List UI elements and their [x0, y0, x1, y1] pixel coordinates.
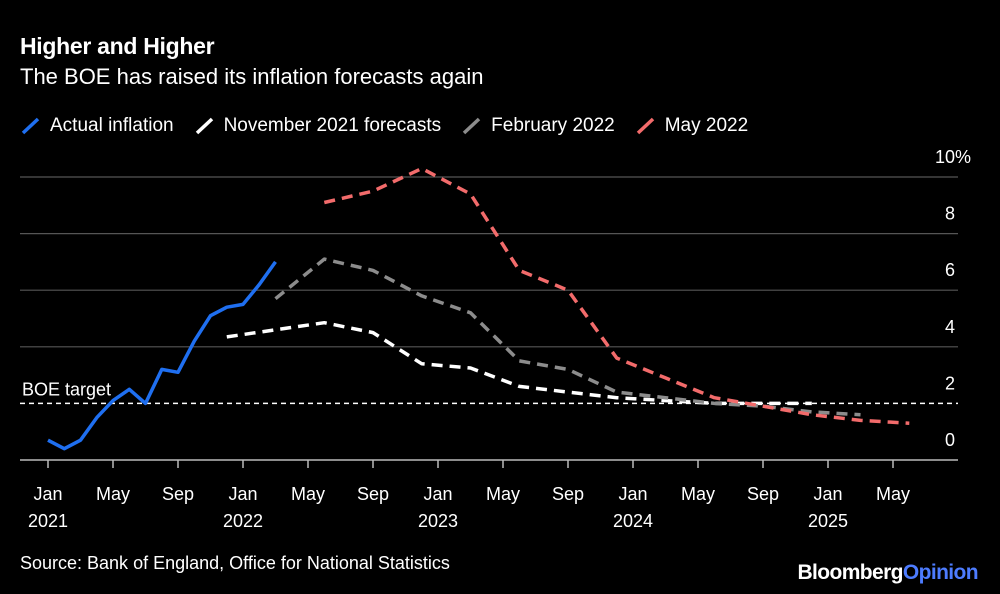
logo-suffix: Opinion: [902, 561, 979, 584]
x-tick-year: 2024: [613, 511, 653, 531]
y-tick-label: 8: [945, 204, 955, 224]
x-tick-year: 2025: [808, 511, 848, 531]
x-tick-label: Jan: [813, 484, 842, 504]
y-tick-label: 4: [945, 317, 955, 337]
x-tick-label: May: [681, 484, 715, 504]
legend-label: Actual inflation: [50, 115, 174, 136]
x-tick-label: Jan: [618, 484, 647, 504]
x-tick-label: May: [96, 484, 130, 504]
legend-swatch-nov2021: [195, 117, 213, 135]
y-tick-label: 2: [945, 373, 955, 393]
x-tick-year: 2022: [223, 511, 263, 531]
x-tick-label: Jan: [228, 484, 257, 504]
legend-item-feb2022: February 2022: [461, 115, 615, 137]
x-tick-label: Jan: [33, 484, 62, 504]
chart-title: Higher and Higher: [20, 33, 215, 59]
x-tick-label: Sep: [747, 484, 779, 504]
x-tick-label: Sep: [357, 484, 389, 504]
x-tick-label: Jan: [423, 484, 452, 504]
legend-swatch-feb2022: [462, 117, 481, 135]
x-tick-label: May: [876, 484, 910, 504]
series-line-may-2022: [323, 166, 910, 425]
legend-label: February 2022: [491, 115, 615, 136]
logo-brand: Bloomberg: [797, 561, 903, 584]
x-tick-label: Sep: [162, 484, 194, 504]
legend-item-nov2021: November 2021 forecasts: [194, 115, 442, 137]
chart-subtitle: The BOE has raised its inflation forecas…: [20, 64, 484, 89]
series-line-february-2022: [274, 257, 861, 417]
bloomberg-opinion-logo: BloombergOpinion: [797, 561, 978, 585]
legend-item-actual: Actual inflation: [20, 115, 174, 137]
series-line-november-2021-forecasts: [226, 320, 812, 406]
legend-label: November 2021 forecasts: [223, 115, 442, 136]
x-tick-year: 2023: [418, 511, 458, 531]
x-tick-label: May: [486, 484, 520, 504]
y-tick-label: 6: [945, 260, 955, 280]
x-tick-year: 2021: [28, 511, 68, 531]
x-tick-label: May: [291, 484, 325, 504]
legend-swatch-may2022: [636, 117, 654, 135]
legend: Actual inflation November 2021 forecasts…: [20, 115, 748, 137]
source-note: Source: Bank of England, Office for Nati…: [20, 553, 450, 573]
legend-swatch-actual: [21, 117, 40, 135]
legend-item-may2022: May 2022: [635, 115, 748, 137]
y-tick-label: 0: [945, 430, 955, 450]
legend-label: May 2022: [664, 115, 749, 136]
boe-target-label: BOE target: [22, 379, 111, 399]
x-tick-label: Sep: [552, 484, 584, 504]
y-tick-label: 10%: [935, 147, 971, 167]
